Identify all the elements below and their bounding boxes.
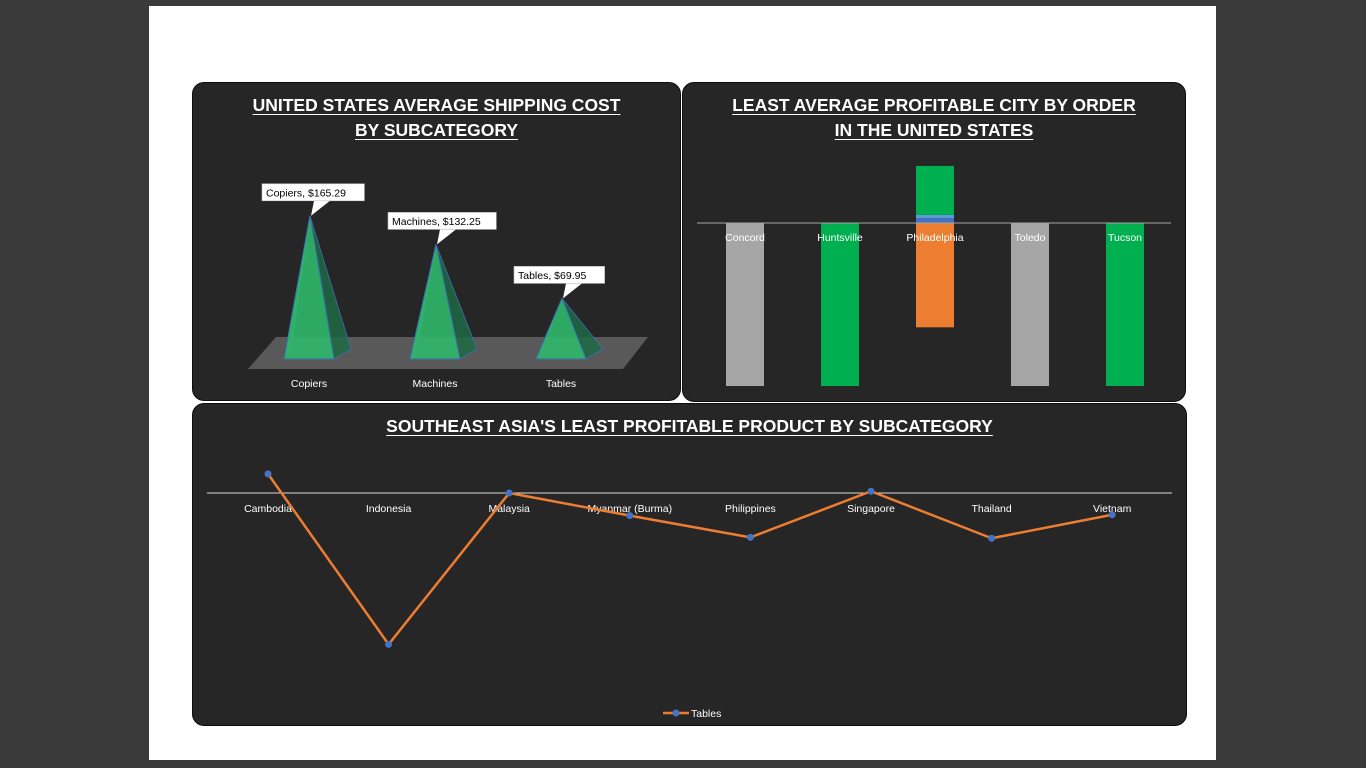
- bar-segment: [821, 223, 859, 386]
- category-label: Indonesia: [366, 503, 412, 515]
- city-profit-panel: LEAST AVERAGE PROFITABLE CITY BY ORDER I…: [682, 82, 1186, 402]
- data-label: Tables, $69.95: [518, 270, 586, 282]
- data-label: Machines, $132.25: [392, 216, 481, 228]
- data-point: [505, 489, 513, 497]
- data-label-box: [387, 212, 497, 230]
- category-label: Singapore: [847, 503, 895, 515]
- shipping-cost-panel: UNITED STATES AVERAGE SHIPPING COST BY S…: [192, 82, 681, 401]
- data-point: [385, 640, 393, 648]
- city-chart: Concord Huntsville Philadelphia Toledo Tucso…: [697, 165, 1171, 386]
- series-line: [266, 473, 1113, 646]
- data-label-box: [261, 183, 365, 202]
- data-point: [746, 533, 754, 541]
- category-label: Machines: [413, 378, 458, 390]
- category-label: Philadelphia: [906, 232, 963, 244]
- label-pointer: [563, 283, 582, 299]
- bar-segment: [1011, 223, 1049, 386]
- category-label: Vietnam: [1093, 503, 1132, 515]
- shipping-chart-title: UNITED STATES AVERAGE SHIPPING COST BY S…: [252, 95, 621, 140]
- bar-segment: [916, 214, 954, 219]
- label-pointer: [437, 229, 456, 245]
- legend-marker: [672, 709, 680, 717]
- category-label: Toledo: [1015, 232, 1046, 244]
- report-page: UNITED STATES AVERAGE SHIPPING COST BY S…: [149, 6, 1216, 760]
- category-label: Concord: [725, 232, 765, 244]
- bar-segment: [1106, 223, 1144, 386]
- data-point: [1108, 511, 1116, 519]
- category-label: Cambodia: [244, 503, 292, 515]
- category-label: Thailand: [971, 503, 1011, 515]
- bar-segment: [726, 223, 764, 386]
- category-label: Tucson: [1108, 232, 1142, 244]
- pyramid-bar: [535, 297, 587, 360]
- data-point: [264, 470, 272, 478]
- category-label: Tables: [546, 378, 576, 390]
- pyramid-bar: [409, 244, 461, 360]
- data-label: Copiers, $165.29: [266, 187, 346, 199]
- label-pointer: [311, 200, 330, 216]
- shipping-chart: Copiers Copiers, $165.29 Machines Machines,…: [248, 183, 648, 390]
- bar-segment: [916, 223, 954, 328]
- bar-segment: [916, 218, 954, 223]
- pyramid-bar: [283, 215, 335, 360]
- city-chart-title: LEAST AVERAGE PROFITABLE CITY BY ORDER I…: [732, 95, 1136, 140]
- legend-label: Tables: [691, 708, 721, 720]
- category-label: Huntsville: [817, 232, 863, 244]
- sea-profit-panel: SOUTHEAST ASIA'S LEAST PROFITABLE PRODUC…: [192, 403, 1187, 726]
- sea-chart: Cambodia Indonesia Malaysia Myanmar (Burma)…: [207, 470, 1172, 720]
- category-label: Malaysia: [488, 503, 530, 515]
- category-label: Copiers: [291, 378, 327, 390]
- data-point: [867, 487, 875, 495]
- category-label: Philippines: [725, 503, 776, 515]
- data-point: [626, 512, 634, 520]
- sea-chart-title: SOUTHEAST ASIA'S LEAST PROFITABLE PRODUC…: [386, 416, 993, 436]
- bar-segment: [916, 165, 954, 215]
- data-point: [988, 534, 996, 542]
- data-label-box: [513, 266, 605, 284]
